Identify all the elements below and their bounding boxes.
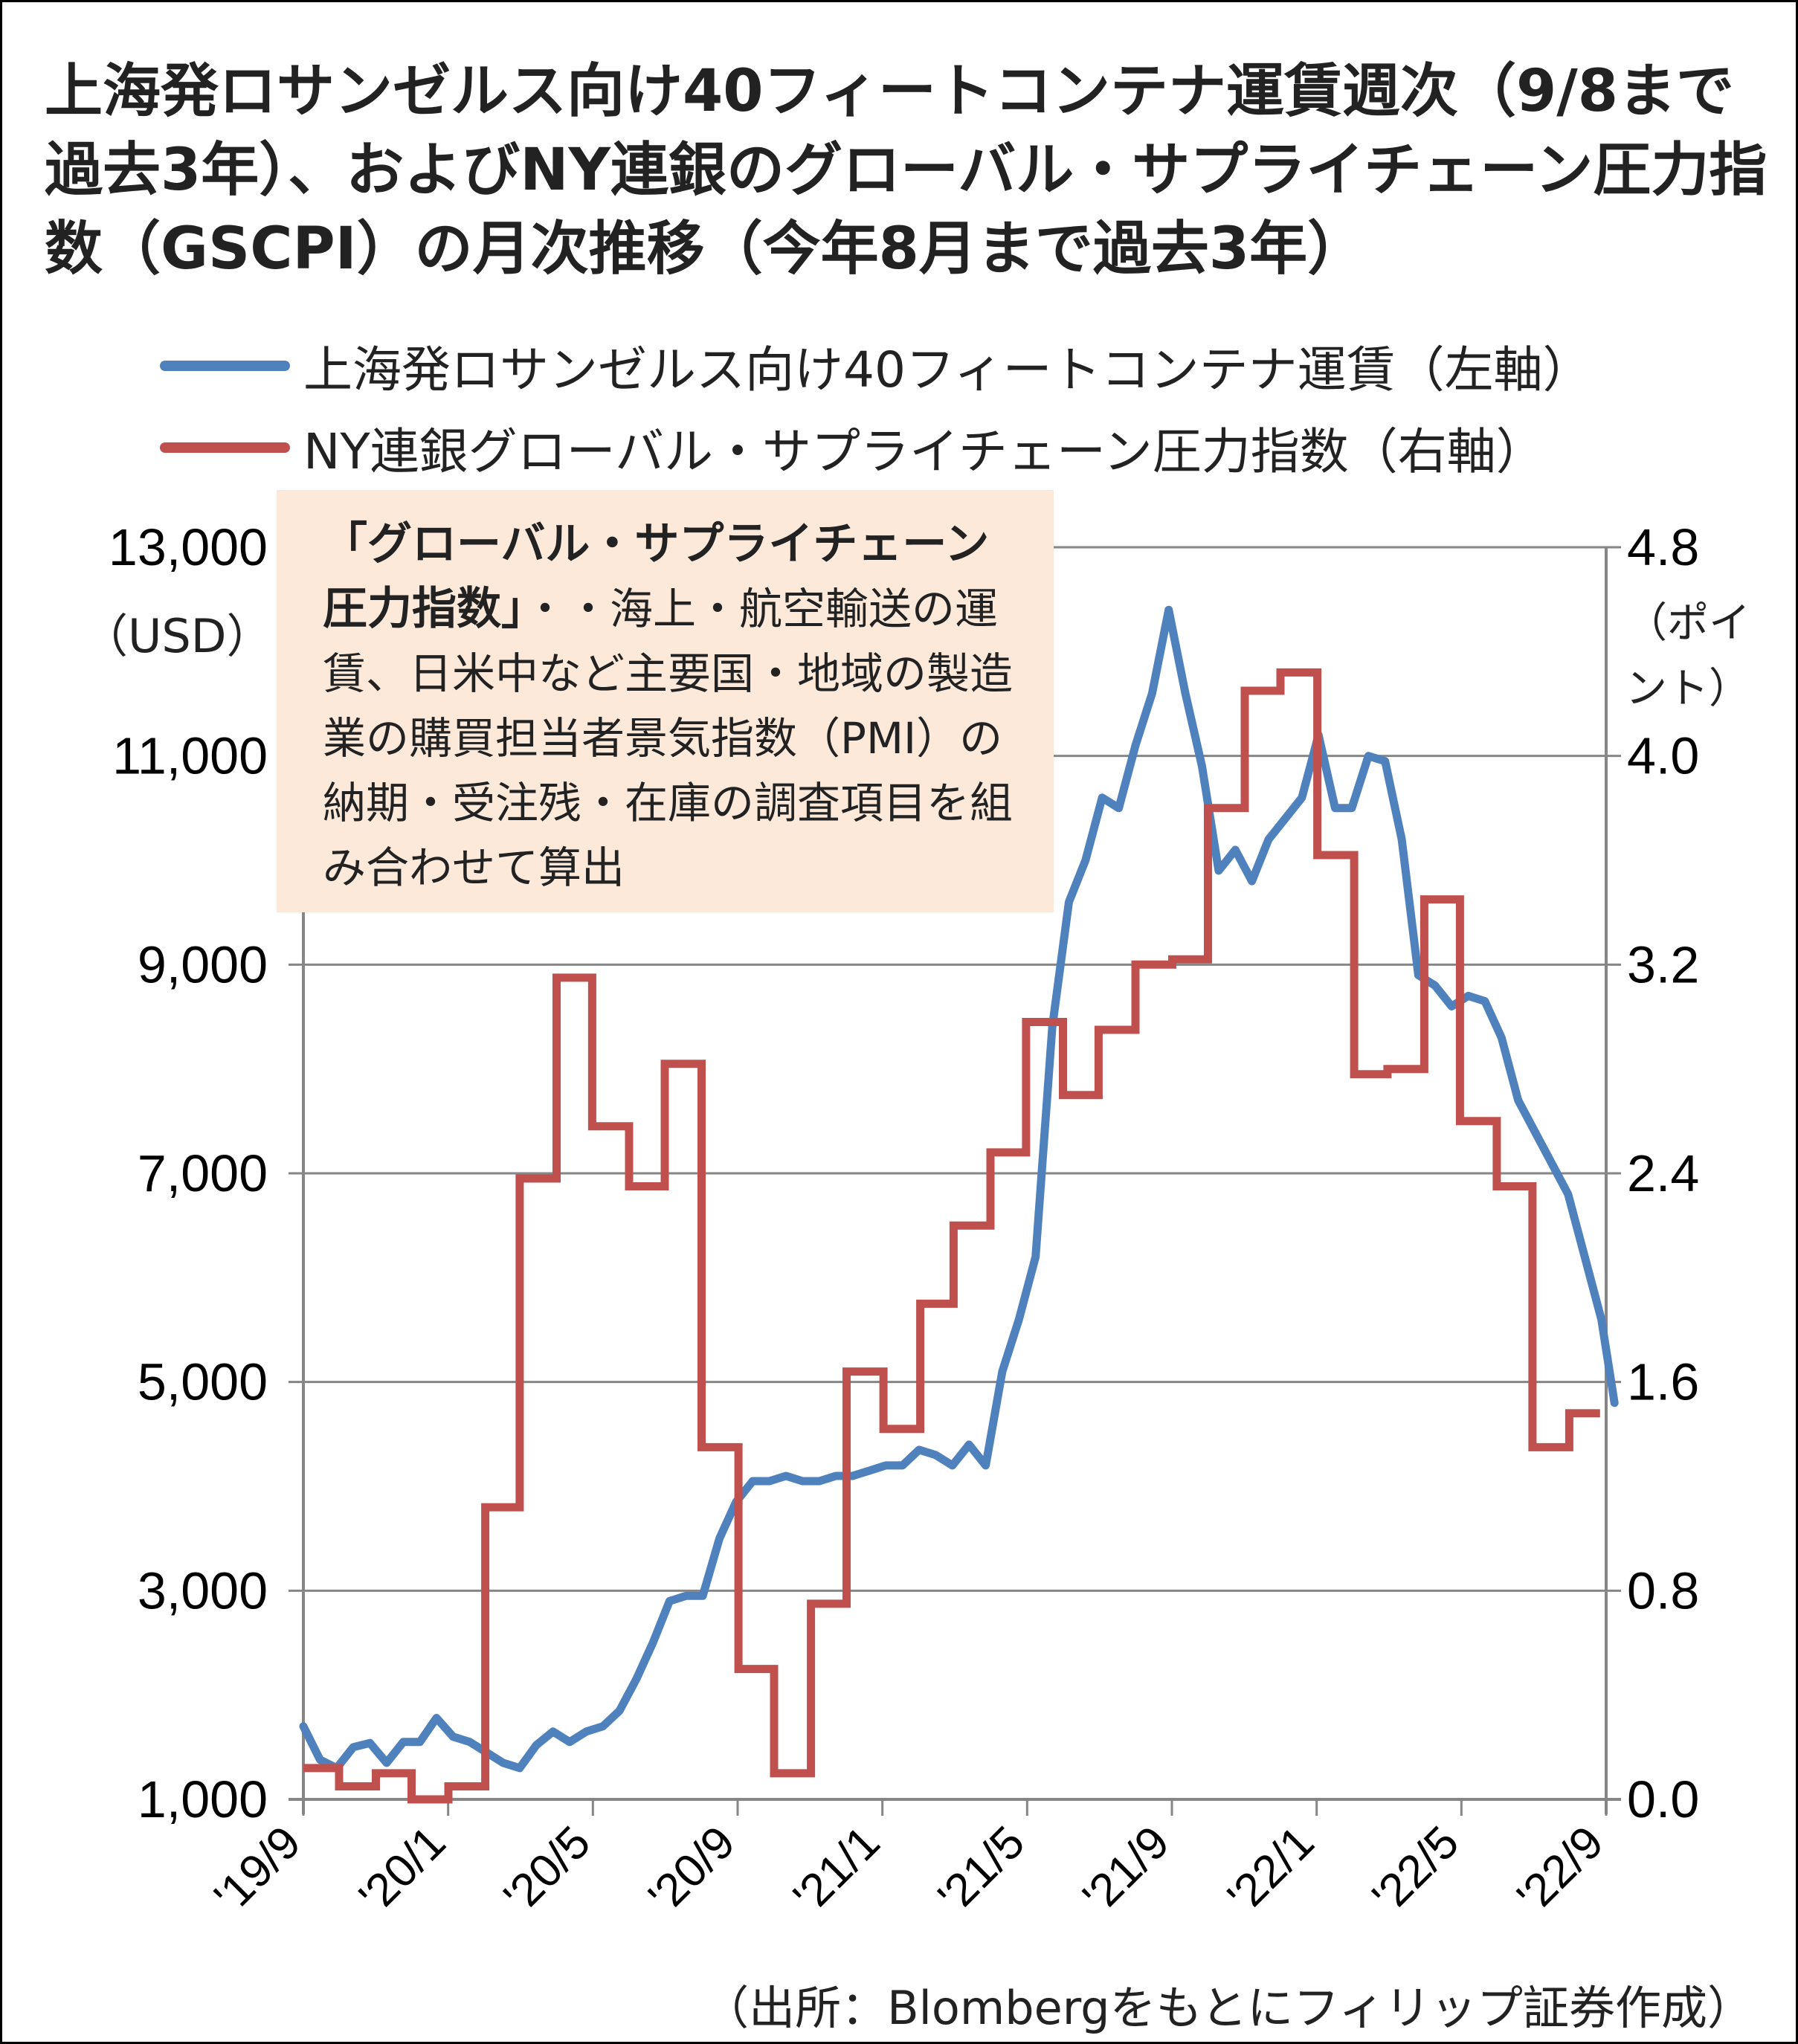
right-tick-label: 0.8	[1627, 1561, 1699, 1619]
left-tick-label: 1,000	[138, 1770, 268, 1828]
right-tick-label: 4.0	[1627, 727, 1699, 785]
x-tick-label: '21/5	[929, 1816, 1034, 1922]
left-tick-label: 7,000	[138, 1144, 268, 1202]
right-tick-label: 0.0	[1627, 1770, 1699, 1828]
x-tick-label: '19/9	[204, 1816, 310, 1922]
gscpi-note-box: 「グローバル・サプライチェーン圧力指数」・・海上・航空輸送の運賃、日米中など主要…	[277, 490, 1054, 912]
left-tick-label: 3,000	[138, 1561, 268, 1619]
right-tick-label: 1.6	[1627, 1353, 1699, 1411]
freight-rate-line	[299, 605, 1619, 1773]
x-tick-label: '20/5	[494, 1816, 600, 1922]
legend-label-gscpi: NY連銀グローバル・サプライチェーン圧力指数（右軸）	[303, 423, 1545, 480]
x-tick-label: '21/1	[784, 1816, 889, 1922]
left-tick-label: 5,000	[138, 1353, 268, 1411]
note-body: ・・海上・航空輸送の運賃、日米中など主要国・地域の製造業の購買担当者景気指数（P…	[323, 584, 1014, 893]
legend-label-freight: 上海発ロサンゼルス向け40フィートコンテナ運賃（左軸）	[303, 341, 1592, 399]
x-tick-label: '22/5	[1363, 1816, 1469, 1922]
x-tick-label: '21/9	[1073, 1816, 1179, 1922]
right-tick-label: 2.4	[1627, 1144, 1699, 1202]
right-axis-unit: （ポイント）	[1625, 599, 1750, 713]
left-axis-unit: （USD）	[82, 609, 273, 663]
legend-swatch-blue	[160, 361, 290, 371]
chart-title: 上海発ロサンゼルス向け40フィートコンテナ運賃週次（9/8まで過去3年）、および…	[45, 58, 1768, 283]
left-tick-label: 11,000	[112, 727, 268, 785]
legend-swatch-red	[160, 442, 290, 453]
x-tick-label: '20/9	[639, 1816, 744, 1922]
legend-item-gscpi: NY連銀グローバル・サプライチェーン圧力指数（右軸）	[160, 407, 1545, 489]
gscpi-line	[303, 668, 1600, 1804]
x-tick-label: '22/9	[1507, 1816, 1613, 1922]
right-tick-label: 3.2	[1627, 935, 1699, 993]
left-tick-label: 13,000	[109, 518, 268, 576]
left-tick-label: 9,000	[138, 935, 268, 993]
legend-item-freight: 上海発ロサンゼルス向け40フィートコンテナ運賃（左軸）	[160, 325, 1592, 407]
right-tick-label: 4.8	[1627, 518, 1699, 576]
x-tick-label: '22/1	[1218, 1816, 1324, 1922]
note-heading: 「グローバル・サプライチェーン圧力指数」	[323, 518, 990, 635]
source-caption: （出所：Blombergをもとにフィリップ証券作成）	[703, 1981, 1753, 2035]
x-tick-label: '20/1	[349, 1816, 455, 1922]
